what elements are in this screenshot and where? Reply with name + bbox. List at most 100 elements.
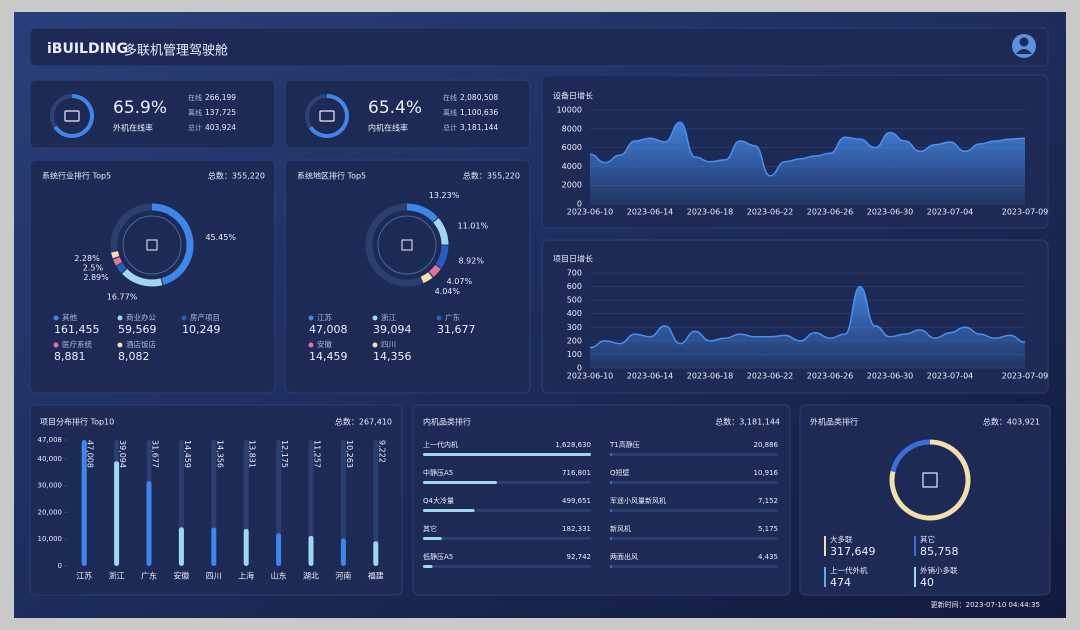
bar xyxy=(211,527,217,566)
kpi-panel xyxy=(29,79,276,149)
panel-title: 项目分布排行 Top10 xyxy=(40,417,114,427)
x-tick-label: 福建 xyxy=(368,571,384,581)
area xyxy=(590,122,1025,204)
bar xyxy=(146,481,152,566)
percent-label: 13.23% xyxy=(429,191,460,200)
legend-value: 14,459 xyxy=(309,350,348,363)
kpi-row-label: 离线 xyxy=(188,108,202,117)
value-label: 31,677 xyxy=(151,440,160,468)
legend-value: 40 xyxy=(920,576,934,589)
legend-dot xyxy=(372,342,378,348)
x-tick-label: 2023-07-04 xyxy=(927,372,974,381)
bar xyxy=(610,453,613,456)
kpi-row-value: 403,924 xyxy=(205,123,236,132)
avatar[interactable] xyxy=(1012,34,1036,58)
value-label: 13,831 xyxy=(248,440,257,468)
item-name: 上一代内机 xyxy=(423,440,458,449)
kpi-row-value: 2,080,508 xyxy=(460,93,498,102)
bar-track xyxy=(308,440,314,566)
kpi-label: 外机在线率 xyxy=(113,123,153,133)
legend-name: 四川 xyxy=(381,340,396,349)
bar xyxy=(114,461,120,566)
bar xyxy=(610,537,612,540)
kpi-row-label: 离线 xyxy=(443,108,457,117)
legend-bar xyxy=(914,536,916,556)
x-tick-label: 四川 xyxy=(206,572,222,581)
legend-value: 10,249 xyxy=(182,323,221,336)
donut-segment xyxy=(429,264,441,277)
bar xyxy=(276,533,282,566)
x-tick-label: 2023-07-04 xyxy=(927,208,974,217)
bar-track xyxy=(423,565,591,568)
header-bar xyxy=(29,27,1049,67)
donut-segment xyxy=(890,439,930,473)
y-tick-label: 6000 xyxy=(562,143,582,152)
x-tick-label: 2023-06-26 xyxy=(807,208,854,217)
legend-value: 39,094 xyxy=(373,323,412,336)
kpi-label: 内机在线率 xyxy=(368,123,408,133)
y-tick-label: 8000 xyxy=(562,124,582,133)
legend-name: 房产项目 xyxy=(190,312,220,322)
legend-value: 317,649 xyxy=(830,545,876,558)
icon xyxy=(401,239,413,251)
legend-dot xyxy=(436,315,442,321)
legend-name: 医疗系统 xyxy=(62,339,92,349)
legend-dot xyxy=(308,315,314,321)
percent-label: 2.5% xyxy=(83,263,104,272)
percent-label: 8.92% xyxy=(459,257,485,266)
x-tick-label: 山东 xyxy=(271,571,287,581)
legend-value: 8,082 xyxy=(118,350,150,363)
item-value: 4,435 xyxy=(758,553,778,561)
value-label: 11,257 xyxy=(313,440,322,468)
legend-name: 上一代外机 xyxy=(830,565,868,575)
area xyxy=(590,286,1025,368)
panel-title: 系统行业排行 Top5 xyxy=(42,171,111,181)
donut-segment xyxy=(111,251,120,259)
legend-name: 酒店饭店 xyxy=(126,339,156,349)
y-tick-label: 40,000 xyxy=(38,455,63,463)
kpi-panel xyxy=(284,79,531,149)
bar xyxy=(610,509,612,512)
icon xyxy=(319,110,335,122)
legend-value: 14,356 xyxy=(373,350,412,363)
x-tick-label: 2023-06-22 xyxy=(747,208,794,217)
legend-bar xyxy=(824,536,826,556)
bar-track xyxy=(340,440,346,566)
legend-dot xyxy=(53,315,59,321)
legend-name: 外销小多联 xyxy=(920,565,958,575)
legend-name: 其它 xyxy=(920,534,935,544)
y-tick-label: 300 xyxy=(567,323,582,332)
y-tick-label: 30,000 xyxy=(38,482,63,490)
bar xyxy=(423,509,475,512)
donut-segment xyxy=(406,203,438,222)
x-tick-label: 2023-06-22 xyxy=(747,372,794,381)
legend-name: 江苏 xyxy=(317,312,332,322)
bar-track xyxy=(373,440,379,566)
panel-total: 总数：3,181,144 xyxy=(715,417,780,427)
y-tick-label: 10,000 xyxy=(38,535,63,543)
value-label: 14,459 xyxy=(183,440,192,468)
y-tick-label: 600 xyxy=(567,282,582,291)
x-tick-label: 2023-07-09 xyxy=(1002,372,1049,381)
item-value: 20,886 xyxy=(754,441,779,449)
bar xyxy=(423,537,442,540)
y-tick-label: 500 xyxy=(567,296,582,305)
x-tick-label: 2023-06-10 xyxy=(567,208,614,217)
bar xyxy=(423,481,497,484)
legend-dot xyxy=(53,342,59,348)
x-tick-label: 浙江 xyxy=(109,571,125,581)
x-tick-label: 2023-06-30 xyxy=(867,208,914,217)
value-label: 10,263 xyxy=(345,440,354,468)
value-label: 12,175 xyxy=(280,440,289,468)
donut-panel xyxy=(284,159,531,394)
line-panel xyxy=(541,239,1049,394)
bar xyxy=(423,565,433,568)
legend-dot xyxy=(181,315,187,321)
panel-total: 总数：267,410 xyxy=(335,417,392,427)
legend-value: 161,455 xyxy=(54,323,100,336)
legend-name: 大多联 xyxy=(830,534,853,544)
logo: iBUILDING xyxy=(47,41,128,57)
y-tick-label: 700 xyxy=(567,269,582,278)
ring-progress xyxy=(53,94,94,138)
